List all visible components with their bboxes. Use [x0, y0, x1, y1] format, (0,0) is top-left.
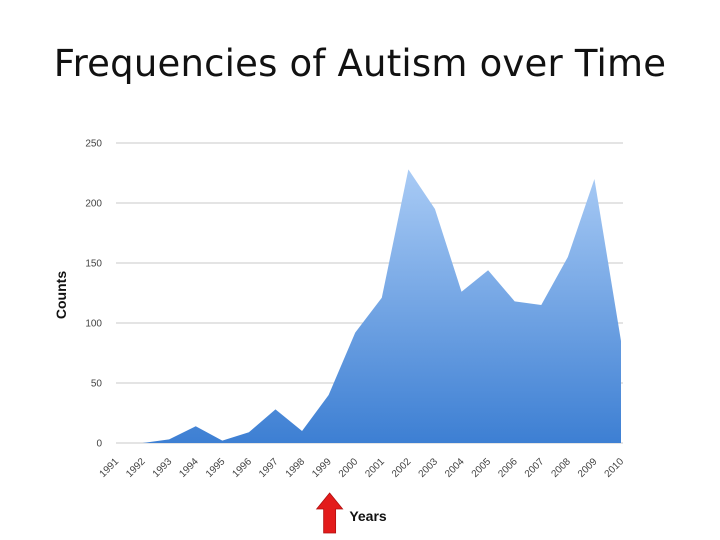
x-tick-label: 2008: [549, 456, 573, 480]
year-marker-arrow: [315, 492, 344, 534]
x-tick-label: 2010: [603, 456, 627, 480]
x-tick-label: 1994: [177, 456, 201, 480]
x-tick-label: 2001: [363, 456, 387, 480]
y-tick-label: 200: [85, 199, 102, 210]
y-axis-title: Counts: [53, 271, 69, 319]
x-tick-label: 2009: [576, 456, 600, 480]
y-tick-label: 100: [85, 319, 102, 330]
x-tick-label: 2005: [470, 456, 494, 480]
area-series: [116, 169, 621, 443]
y-tick-label: 0: [96, 439, 102, 450]
x-tick-label: 1993: [151, 456, 175, 480]
x-tick-label: 2006: [496, 456, 520, 480]
x-tick-label: 1999: [310, 456, 334, 480]
x-tick-label: 2007: [523, 456, 547, 480]
x-tick-label: 1992: [124, 456, 148, 480]
x-tick-label: 1991: [98, 456, 122, 480]
x-axis-title: Years: [349, 508, 387, 524]
x-tick-label: 1996: [231, 456, 255, 480]
x-tick-labels: 1991 1992 1993 1994 1995 1996 1997 1998 1999 2000…: [98, 456, 627, 480]
slide-title: Frequencies of Autism over Time: [53, 42, 667, 85]
y-tick-label: 250: [85, 139, 102, 150]
x-tick-label: 1997: [257, 456, 281, 480]
y-tick-labels: 0 50 100 150 200 250: [85, 139, 102, 450]
arrow-up-icon: [315, 492, 344, 534]
y-tick-label: 50: [91, 379, 103, 390]
x-tick-label: 1995: [204, 456, 228, 480]
area-series-fill: [116, 169, 621, 443]
x-tick-label: 2000: [337, 456, 361, 480]
x-tick-label: 1998: [284, 456, 308, 480]
x-tick-label: 2003: [417, 456, 441, 480]
y-tick-label: 150: [85, 259, 102, 270]
x-tick-label: 2002: [390, 456, 414, 480]
x-tick-label: 2004: [443, 456, 467, 480]
